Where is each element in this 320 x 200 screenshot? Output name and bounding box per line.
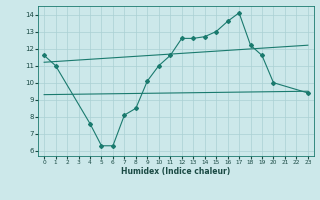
- X-axis label: Humidex (Indice chaleur): Humidex (Indice chaleur): [121, 167, 231, 176]
